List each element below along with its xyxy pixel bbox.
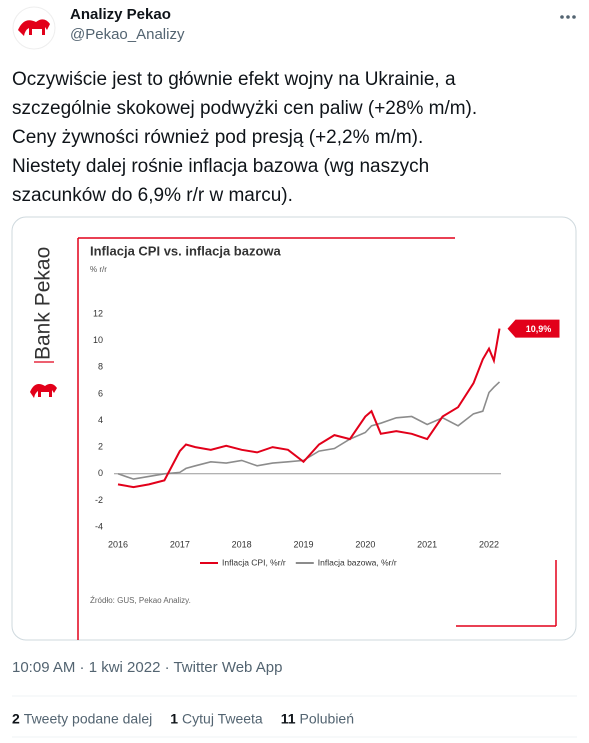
x-tick-label: 2016 — [108, 539, 128, 549]
more-button[interactable] — [560, 15, 576, 19]
stat-label[interactable]: Cytuj Tweeta — [182, 711, 263, 727]
legend-label: Inflacja bazowa, %r/r — [318, 557, 397, 567]
source: Źródło: GUS, Pekao Analizy. — [90, 596, 191, 605]
x-tick-label: 2017 — [170, 539, 190, 549]
author[interactable]: Analizy Pekao — [70, 6, 171, 23]
y-tick-label: 12 — [93, 308, 103, 318]
media-card[interactable] — [11, 216, 577, 641]
chart-title: Inflacja CPI vs. inflacja bazowa — [90, 243, 282, 258]
text-line: szczególnie skokowej podwyżki cen paliw … — [12, 98, 477, 119]
x-tick-label: 2021 — [417, 539, 437, 549]
x-tick-label: 2018 — [232, 539, 252, 549]
y-tick-label: 4 — [98, 415, 103, 425]
x-tick-label: 2022 — [479, 539, 499, 549]
y-tick-label: 6 — [98, 388, 103, 398]
stat-count[interactable]: 11 — [281, 711, 296, 727]
y-tick-label: 2 — [98, 442, 103, 452]
x-tick-label: 2020 — [355, 539, 375, 549]
annotation-box — [507, 319, 560, 338]
brand: Bank Pekao — [32, 247, 55, 360]
stat-label[interactable]: Tweety podane dalej — [24, 711, 152, 727]
timestamp[interactable]: 10:09 AM · 1 kwi 2022 · Twitter Web App — [12, 659, 282, 676]
tweet-text: Oczywiście jest to głównie efekt wojny n… — [12, 69, 477, 206]
y-tick-label: -2 — [95, 495, 103, 505]
value-label: 10,9% — [526, 324, 552, 334]
stat-count[interactable]: 2 — [12, 711, 20, 727]
stats: 2 Tweety podane dalej 1 Cytuj Tweeta 11 Polub… — [12, 711, 354, 727]
chart: Bank Pekao Inflacja CPI vs. inflacja baz… — [30, 237, 560, 640]
y-axis-label: % r/r — [90, 265, 107, 274]
x-tick-label: 2019 — [293, 539, 313, 549]
y-tick-label: 10 — [93, 335, 103, 345]
handle[interactable]: @Pekao_Analizy — [70, 26, 185, 43]
y-tick-label: -4 — [95, 521, 103, 531]
stat-count[interactable]: 1 — [170, 711, 178, 727]
y-tick-label: 8 — [98, 362, 103, 372]
text-line: Oczywiście jest to głównie efekt wojny n… — [12, 69, 456, 90]
text-line: Niestety dalej rośnie inflacja bazowa (w… — [12, 156, 429, 177]
stat-label[interactable]: Polubień — [300, 711, 355, 727]
y-tick-label: 0 — [98, 468, 103, 478]
text-line: szacunków do 6,9% r/r w marcu). — [12, 185, 293, 206]
avatar — [12, 6, 56, 50]
series-line — [117, 328, 501, 489]
series-line — [117, 381, 501, 480]
legend-label: Inflacja CPI, %r/r — [222, 557, 286, 567]
text-line: Ceny żywności również pod presją (+2,2% … — [12, 127, 423, 148]
